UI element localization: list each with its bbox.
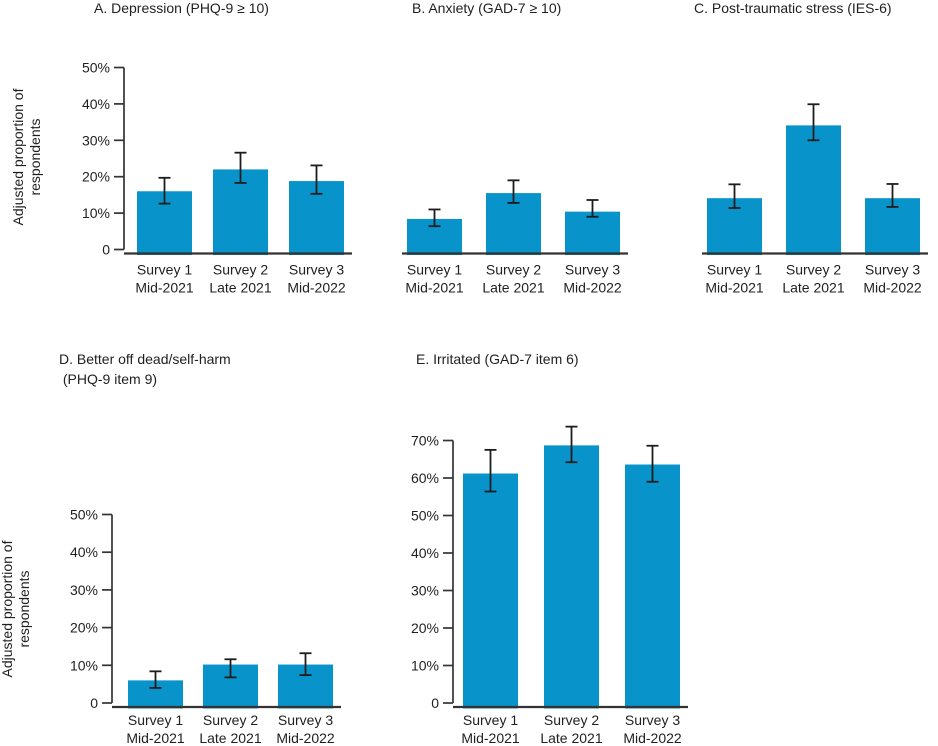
category-label-line1: Survey 2: [203, 712, 258, 728]
category-label-line1: Survey 3: [278, 712, 333, 728]
y-axis-label-top-row: Adjusted proportion of respondents: [10, 88, 43, 226]
y-tick-label: 10%: [411, 658, 439, 674]
bar-survey-2: [544, 445, 599, 709]
error-bar-survey-2: [565, 425, 578, 464]
panel-c-title: C. Post-traumatic stress (IES-6): [694, 0, 892, 16]
category-label-line2: Late 2021: [540, 730, 602, 746]
panel-e-title: E. Irritated (GAD-7 item 6): [416, 351, 579, 367]
y-tick-label: 50%: [411, 508, 439, 524]
category-label-line1: Survey 2: [786, 262, 841, 278]
y-axis-label-bottom-row: Adjusted proportion of respondents: [0, 540, 32, 678]
category-label-line1: Survey 1: [128, 712, 183, 728]
category-label-line1: Survey 2: [213, 262, 268, 278]
y-tick-label: 70%: [411, 433, 439, 449]
error-bar-survey-1: [149, 670, 162, 689]
category-label-line1: Survey 3: [565, 262, 620, 278]
panel-b-title: B. Anxiety (GAD-7 ≥ 10): [412, 0, 562, 16]
category-label-line1: Survey 1: [407, 262, 462, 278]
category-label-line2: Late 2021: [482, 280, 544, 296]
bar-survey-2: [786, 125, 841, 255]
category-label-line1: Survey 2: [544, 712, 599, 728]
y-tick-label: 20%: [70, 620, 98, 636]
y-tick-label: 40%: [70, 544, 98, 560]
panel-D: 0 10% 20% 30% 40% 50% Survey 1 Mid-2021 Survey 2…: [70, 507, 341, 746]
y-tick-label: 20%: [82, 169, 110, 185]
bar-survey-3: [625, 464, 680, 709]
panel-A: 0 10% 20% 30% 40% 50% Survey 1 Mid-2021 Survey 2…: [82, 60, 352, 296]
category-label-line1: Survey 3: [289, 262, 344, 278]
error-bar-survey-3: [646, 444, 659, 483]
category-label-line2: Mid-2022: [863, 280, 922, 296]
y-tick-label: 30%: [70, 582, 98, 598]
y-tick-label: 20%: [411, 620, 439, 636]
y-tick-label: 10%: [70, 657, 98, 673]
panel-a-title: A. Depression (PHQ-9 ≥ 10): [94, 0, 269, 16]
panel-E: 0 10% 20% 30% 40% 50% 60% 70% Survey 1 Mid-2021 Su…: [411, 425, 688, 746]
error-bar-survey-2: [507, 179, 520, 204]
category-label-line2: Mid-2022: [563, 280, 622, 296]
category-label-line2: Mid-2021: [405, 280, 464, 296]
y-tick-label: 40%: [411, 545, 439, 561]
y-tick-label: 0: [431, 695, 439, 711]
error-bar-survey-2: [234, 151, 247, 184]
category-label-line2: Mid-2022: [623, 730, 682, 746]
error-bar-survey-3: [886, 183, 899, 208]
panel-B: Survey 1 Mid-2021 Survey 2 Late 2021 Survey …: [402, 179, 628, 296]
category-label-line1: Survey 1: [137, 262, 192, 278]
category-label-line2: Mid-2021: [135, 280, 194, 296]
category-label-line2: Mid-2021: [705, 280, 764, 296]
category-label-line2: Late 2021: [782, 280, 844, 296]
category-label-line2: Late 2021: [209, 280, 271, 296]
error-bar-survey-1: [158, 176, 171, 205]
category-label-line2: Mid-2021: [126, 730, 185, 746]
category-label-line1: Survey 3: [865, 262, 920, 278]
y-tick-label: 10%: [82, 205, 110, 221]
panel-d-title: D. Better off dead/self-harm (PHQ-9 item…: [59, 351, 231, 387]
category-label-line2: Mid-2022: [287, 280, 346, 296]
category-label-line1: Survey 1: [707, 262, 762, 278]
error-bar-survey-1: [728, 183, 741, 209]
y-tick-label: 30%: [82, 132, 110, 148]
error-bar-survey-3: [310, 164, 323, 195]
error-bar-survey-1: [484, 448, 497, 493]
category-label-line2: Mid-2022: [276, 730, 335, 746]
y-tick-label: 0: [90, 695, 98, 711]
y-tick-label: 60%: [411, 470, 439, 486]
error-bar-survey-2: [224, 658, 237, 679]
y-tick-label: 0: [102, 242, 110, 258]
y-tick-label: 40%: [82, 96, 110, 112]
error-bar-survey-1: [428, 208, 441, 228]
y-tick-label: 50%: [82, 60, 110, 76]
category-label-line2: Late 2021: [199, 730, 261, 746]
category-label-line1: Survey 1: [463, 712, 518, 728]
category-label-line1: Survey 3: [625, 712, 680, 728]
panel-C: Survey 1 Mid-2021 Survey 2 Late 2021 Survey …: [702, 103, 928, 296]
bar-survey-1: [463, 473, 518, 709]
y-tick-label: 50%: [70, 507, 98, 523]
error-bar-survey-3: [299, 652, 312, 677]
y-tick-label: 30%: [411, 583, 439, 599]
error-bar-survey-2: [807, 103, 820, 142]
error-bar-survey-3: [586, 199, 599, 218]
category-label-line2: Mid-2021: [461, 730, 520, 746]
bar-survey-3: [565, 211, 620, 255]
category-label-line1: Survey 2: [486, 262, 541, 278]
